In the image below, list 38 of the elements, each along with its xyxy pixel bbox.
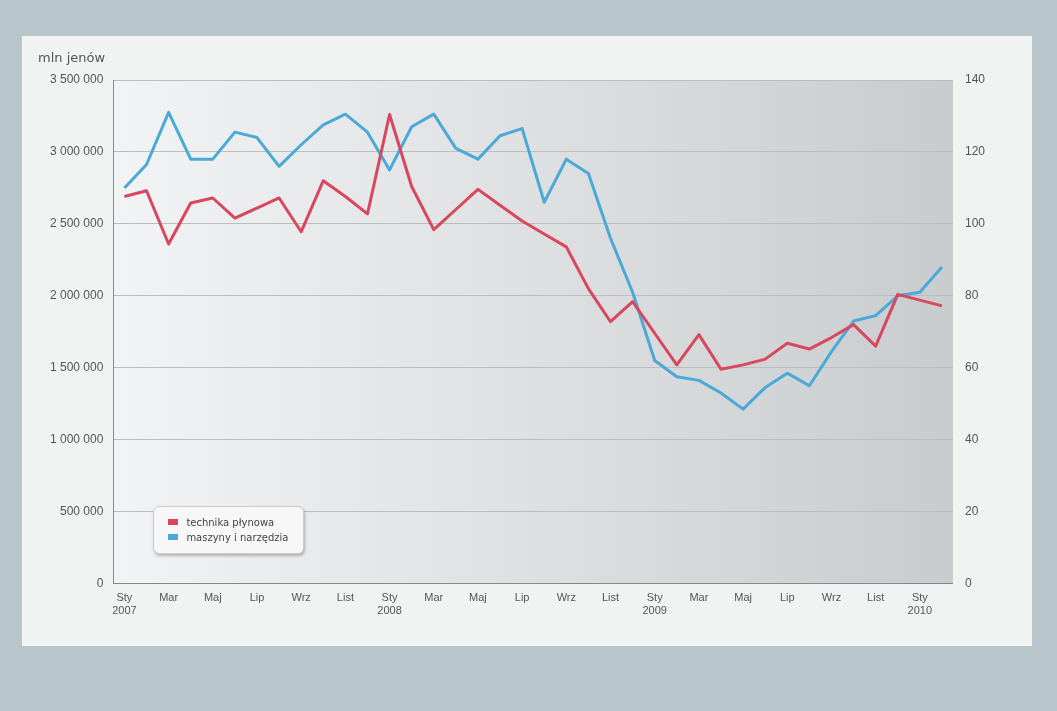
y2-tick-label: 0 bbox=[964, 575, 972, 590]
y-axis-title: mln jenów bbox=[38, 50, 106, 65]
x-tick-label: Maj bbox=[203, 591, 222, 604]
x-tick-label: Mar bbox=[689, 591, 709, 604]
x-tick-label: Mar bbox=[159, 591, 179, 604]
y2-tick-label: 100 bbox=[964, 216, 986, 231]
legend-label: maszyny i narzędzia bbox=[186, 530, 289, 545]
x-tick-label: Lip bbox=[779, 591, 795, 604]
y-tick-label: 2 500 000 bbox=[49, 216, 104, 231]
y-tick-label: 1 000 000 bbox=[49, 432, 104, 447]
y-tick-label: 1 500 000 bbox=[49, 360, 104, 375]
y2-tick-label: 60 bbox=[964, 360, 979, 375]
y2-tick-label: 120 bbox=[964, 144, 986, 159]
y2-tick-label: 80 bbox=[964, 288, 979, 303]
x-tick-label: Sty 2007 bbox=[112, 591, 137, 617]
y-tick-label: 0 bbox=[96, 575, 104, 590]
x-tick-label: List bbox=[336, 591, 354, 604]
x-tick-label: List bbox=[867, 591, 885, 604]
x-tick-label: Sty 2008 bbox=[377, 591, 402, 617]
legend-label: technika płynowa bbox=[186, 515, 275, 530]
x-tick-label: Lip bbox=[249, 591, 265, 604]
x-tick-label: Wrz bbox=[821, 591, 842, 604]
y-tick-label: 2 000 000 bbox=[49, 288, 104, 303]
y-tick-label: 3 500 000 bbox=[49, 72, 104, 87]
x-tick-label: Sty 2010 bbox=[907, 591, 933, 617]
x-tick-label: List bbox=[601, 591, 620, 604]
y2-tick-label: 20 bbox=[964, 503, 979, 518]
x-tick-label: Sty 2009 bbox=[642, 591, 667, 617]
x-tick-label: Lip bbox=[514, 591, 530, 604]
y-tick-label: 500 000 bbox=[59, 503, 104, 518]
x-tick-label: Wrz bbox=[556, 591, 576, 604]
x-tick-label: Mar bbox=[424, 591, 444, 604]
y2-tick-label: 40 bbox=[964, 432, 979, 447]
y2-tick-label: 140 bbox=[964, 72, 986, 87]
x-tick-label: Maj bbox=[469, 591, 487, 604]
x-tick-label: Maj bbox=[734, 591, 752, 604]
y-tick-label: 3 000 000 bbox=[49, 144, 104, 159]
x-tick-label: Wrz bbox=[291, 591, 311, 604]
